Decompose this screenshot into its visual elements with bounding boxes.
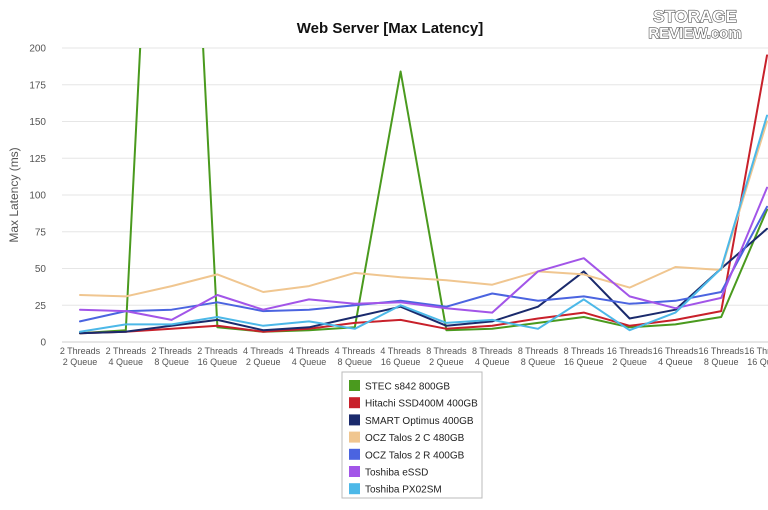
- site-logo: STORAGE REVIEW.com: [648, 6, 743, 42]
- x-tick-line: 4 Threads: [289, 346, 330, 356]
- series-line: [79, 114, 768, 333]
- y-tick-label: 25: [35, 301, 47, 312]
- legend-item: STEC s842 800GB: [349, 380, 450, 393]
- x-tick-line: 16 Queue: [747, 357, 768, 367]
- x-tick-line: 8 Queue: [154, 357, 189, 367]
- x-tick-line: 16 Threads: [653, 346, 699, 356]
- x-tick-line: 16 Queue: [564, 357, 604, 367]
- legend-swatch: [349, 380, 360, 391]
- x-tick-line: 2 Threads: [151, 346, 192, 356]
- x-tick-line: 2 Threads: [197, 346, 238, 356]
- y-tick-label: 75: [35, 227, 47, 238]
- y-axis-label: Max Latency (ms): [7, 147, 21, 242]
- x-tick-line: 16 Threads: [699, 346, 745, 356]
- gridlines: [62, 47, 768, 343]
- logo-line-1: STORAGE: [653, 7, 737, 26]
- legend-label: STEC s842 800GB: [365, 382, 450, 393]
- x-tick-line: 4 Queue: [658, 357, 693, 367]
- x-tick-line: 4 Threads: [335, 346, 376, 356]
- series-line: [79, 48, 768, 335]
- x-tick-line: 4 Threads: [380, 346, 421, 356]
- x-tick-line: 8 Threads: [426, 346, 467, 356]
- y-tick-label: 50: [35, 264, 47, 275]
- x-tick-line: 2 Threads: [106, 346, 147, 356]
- x-tick-line: 2 Queue: [246, 357, 281, 367]
- y-axis-ticks: 0 25 50 75 100 125 150 175 200: [29, 44, 46, 349]
- series-line: [79, 120, 768, 298]
- x-tick-line: 2 Queue: [429, 357, 464, 367]
- series-line: [79, 186, 768, 321]
- legend: STEC s842 800GB Hitachi SSD400M 400GB SMAR…: [341, 371, 483, 499]
- x-tick-line: 16 Queue: [381, 357, 421, 367]
- legend-item: Toshiba eSSD: [349, 466, 428, 479]
- x-tick-line: 8 Queue: [338, 357, 373, 367]
- legend-item: OCZ Talos 2 C 480GB: [349, 431, 465, 444]
- x-tick-line: 8 Queue: [704, 357, 739, 367]
- legend-swatch: [349, 448, 360, 460]
- chart-title: Web Server [Max Latency]: [297, 20, 483, 37]
- legend-label: OCZ Talos 2 C 480GB: [365, 433, 465, 444]
- x-tick-line: 8 Queue: [521, 357, 556, 367]
- x-tick-line: 8 Threads: [564, 346, 605, 356]
- x-tick-line: 2 Queue: [612, 357, 647, 367]
- x-tick-line: 2 Threads: [60, 346, 101, 356]
- y-tick-label: 125: [29, 154, 46, 165]
- legend-label: Hitachi SSD400M 400GB: [365, 399, 478, 410]
- legend-item: SMART Optimus 400GB: [349, 414, 474, 427]
- legend-label: Toshiba PX02SM: [365, 485, 442, 496]
- legend-swatch: [349, 431, 360, 443]
- legend-swatch: [349, 466, 360, 477]
- x-tick-line: 16 Queue: [198, 357, 238, 367]
- legend-swatch: [349, 414, 360, 426]
- legend-label: SMART Optimus 400GB: [365, 416, 474, 427]
- y-tick-label: 0: [40, 338, 46, 349]
- legend-item: Toshiba PX02SM: [349, 483, 442, 496]
- x-tick-line: 4 Queue: [109, 357, 144, 367]
- legend-item: OCZ Talos 2 R 400GB: [349, 448, 465, 461]
- legend-label: Toshiba eSSD: [365, 468, 428, 479]
- logo-line-2: REVIEW.com: [648, 25, 741, 42]
- series-line: [79, 54, 768, 335]
- y-tick-label: 175: [29, 80, 46, 91]
- x-tick-line: 16 Threads: [607, 346, 653, 356]
- x-tick-line: 16 Threads: [744, 346, 768, 356]
- legend-item: Hitachi SSD400M 400GB: [349, 397, 478, 410]
- x-tick-line: 4 Threads: [243, 346, 284, 356]
- legend-box: [341, 371, 483, 499]
- x-tick-line: 4 Queue: [292, 357, 327, 367]
- x-tick-line: 8 Threads: [472, 346, 513, 356]
- x-tick-line: 8 Threads: [518, 346, 559, 356]
- x-tick-line: 4 Queue: [475, 357, 510, 367]
- x-tick-line: 2 Queue: [63, 357, 98, 367]
- legend-swatch: [349, 397, 360, 409]
- series-line: [79, 205, 768, 323]
- y-tick-label: 150: [29, 117, 46, 128]
- y-tick-label: 200: [29, 44, 46, 55]
- y-tick-label: 100: [29, 191, 46, 202]
- legend-swatch: [349, 483, 360, 495]
- legend-label: OCZ Talos 2 R 400GB: [365, 450, 465, 461]
- series-line: [79, 227, 768, 335]
- series-lines: [79, 48, 768, 335]
